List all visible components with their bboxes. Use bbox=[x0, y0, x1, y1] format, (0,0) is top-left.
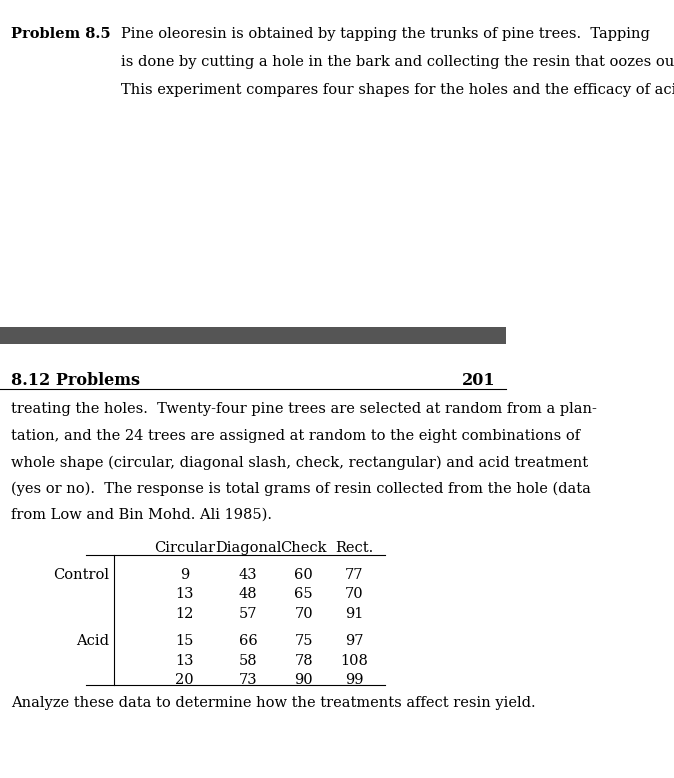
Text: 58: 58 bbox=[239, 654, 257, 668]
Text: 77: 77 bbox=[345, 568, 363, 582]
Text: 66: 66 bbox=[239, 634, 257, 648]
Text: from Low and Bin Mohd. Ali 1985).: from Low and Bin Mohd. Ali 1985). bbox=[11, 508, 272, 522]
Text: This experiment compares four shapes for the holes and the efficacy of acid: This experiment compares four shapes for… bbox=[121, 83, 674, 97]
Text: whole shape (circular, diagonal slash, check, rectangular) and acid treatment: whole shape (circular, diagonal slash, c… bbox=[11, 455, 588, 469]
Text: 73: 73 bbox=[239, 673, 257, 687]
Text: 70: 70 bbox=[345, 587, 364, 601]
Text: 43: 43 bbox=[239, 568, 257, 582]
Text: 97: 97 bbox=[345, 634, 363, 648]
Text: 91: 91 bbox=[345, 607, 363, 621]
Text: 78: 78 bbox=[295, 654, 313, 668]
Text: tation, and the 24 trees are assigned at random to the eight combinations of: tation, and the 24 trees are assigned at… bbox=[11, 429, 580, 443]
Text: 12: 12 bbox=[176, 607, 194, 621]
Text: (yes or no).  The response is total grams of resin collected from the hole (data: (yes or no). The response is total grams… bbox=[11, 482, 591, 496]
Text: 9: 9 bbox=[180, 568, 189, 582]
Text: 15: 15 bbox=[176, 634, 194, 648]
Text: Diagonal: Diagonal bbox=[215, 541, 281, 555]
Text: 57: 57 bbox=[239, 607, 257, 621]
Text: Acid: Acid bbox=[76, 634, 109, 648]
Text: 48: 48 bbox=[239, 587, 257, 601]
Text: Rect.: Rect. bbox=[335, 541, 373, 555]
FancyBboxPatch shape bbox=[0, 327, 506, 344]
Text: 60: 60 bbox=[295, 568, 313, 582]
Text: 99: 99 bbox=[345, 673, 363, 687]
Text: Control: Control bbox=[53, 568, 109, 582]
Text: 13: 13 bbox=[175, 587, 194, 601]
Text: 65: 65 bbox=[295, 587, 313, 601]
Text: 90: 90 bbox=[295, 673, 313, 687]
Text: 70: 70 bbox=[295, 607, 313, 621]
Text: Pine oleoresin is obtained by tapping the trunks of pine trees.  Tapping: Pine oleoresin is obtained by tapping th… bbox=[121, 27, 650, 41]
Text: Problem 8.5: Problem 8.5 bbox=[11, 27, 111, 41]
Text: 201: 201 bbox=[462, 372, 495, 389]
Text: treating the holes.  Twenty-four pine trees are selected at random from a plan-: treating the holes. Twenty-four pine tre… bbox=[11, 402, 597, 416]
Text: 108: 108 bbox=[340, 654, 368, 668]
Text: 75: 75 bbox=[295, 634, 313, 648]
Text: 13: 13 bbox=[175, 654, 194, 668]
Text: 8.12 Problems: 8.12 Problems bbox=[11, 372, 140, 389]
Text: Check: Check bbox=[280, 541, 327, 555]
Text: Circular: Circular bbox=[154, 541, 215, 555]
Text: is done by cutting a hole in the bark and collecting the resin that oozes out.: is done by cutting a hole in the bark an… bbox=[121, 55, 674, 69]
Text: 20: 20 bbox=[175, 673, 194, 687]
Text: Analyze these data to determine how the treatments affect resin yield.: Analyze these data to determine how the … bbox=[11, 696, 536, 710]
